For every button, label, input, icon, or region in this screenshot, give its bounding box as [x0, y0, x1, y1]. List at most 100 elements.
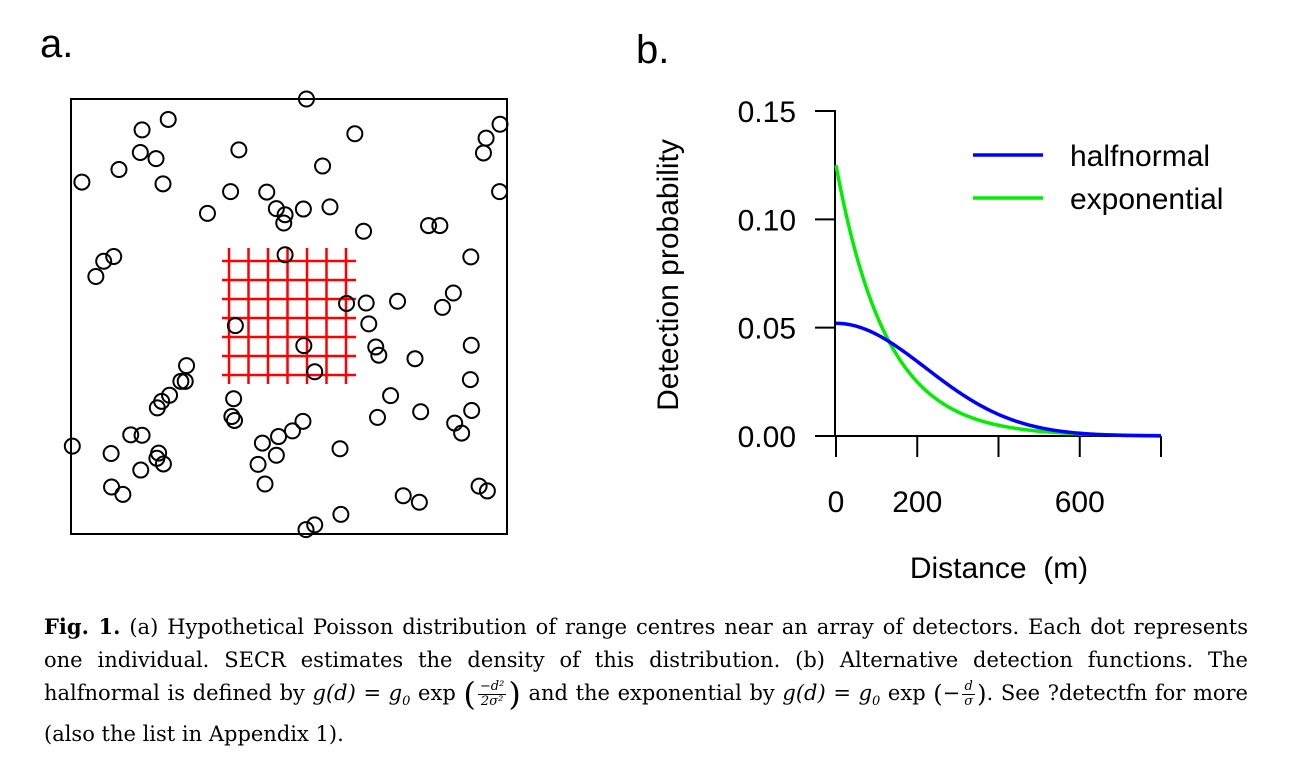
range-centre-point	[355, 222, 373, 240]
range-centre-point	[103, 478, 121, 496]
range-centre-point	[297, 90, 315, 108]
range-centre-point	[410, 493, 428, 511]
range-centre-point	[276, 206, 294, 224]
range-centre-point	[256, 475, 274, 493]
range-centre-point	[270, 428, 288, 446]
range-centre-point	[133, 121, 151, 139]
y-axis: 0.00 0.05 0.10 0.15	[738, 96, 836, 454]
range-centre-point	[172, 372, 190, 390]
caption-text-1: (a) Hypothetical Poisson distribution of…	[44, 615, 1248, 705]
legend: halfnormal exponential	[973, 140, 1223, 216]
range-centre-point	[491, 183, 509, 201]
range-centre-point	[306, 363, 324, 381]
range-centre-point	[110, 160, 128, 178]
panel-a-map	[63, 90, 509, 539]
y-tick-label: 0.00	[738, 421, 796, 454]
range-centre-point	[370, 346, 388, 364]
range-centre-point	[178, 357, 196, 375]
x-tick-label: 0	[828, 486, 845, 519]
range-centre-point	[132, 461, 150, 479]
legend-label-exponential: exponential	[1070, 183, 1223, 216]
range-centre-point	[420, 217, 438, 235]
range-centre-point	[267, 446, 285, 464]
range-centre-point	[154, 175, 172, 193]
x-axis-label: Distance (m)	[910, 552, 1088, 585]
range-centre-point	[360, 315, 378, 333]
legend-label-halfnormal: halfnormal	[1070, 140, 1210, 173]
y-tick-label: 0.05	[738, 313, 796, 346]
range-centre-point	[478, 482, 496, 500]
range-centre-point	[253, 434, 271, 452]
range-centre-point	[306, 516, 324, 534]
caption-text-2: and the exponential by	[520, 681, 783, 705]
range-centre-point	[462, 336, 480, 354]
range-centre-point	[357, 294, 375, 312]
range-centre-point	[105, 247, 123, 265]
range-centre-point	[462, 248, 480, 266]
panel-a-label: a.	[40, 22, 73, 66]
range-centre-point	[159, 110, 177, 128]
range-centre-point	[338, 294, 356, 312]
range-centre-point	[412, 403, 430, 421]
range-centre-point	[446, 414, 464, 432]
range-centre-point	[225, 390, 243, 408]
range-centre-point	[133, 426, 151, 444]
range-centre-point	[463, 401, 481, 419]
range-centre-point	[226, 317, 244, 335]
range-centre-point	[147, 150, 165, 168]
figure: a. b. 0.00 0.05 0.10 0.15 0 200 600 Detection…	[40, 22, 1223, 585]
paren-open-1: (	[463, 675, 476, 713]
paren-close-1: )	[508, 675, 521, 713]
range-centre-point	[491, 115, 509, 133]
range-centre-point	[275, 214, 293, 232]
range-centre-point	[332, 505, 350, 523]
range-centre-point	[176, 372, 194, 390]
paren-open-2: (	[933, 680, 943, 708]
range-centre-point	[367, 338, 385, 356]
range-centre-point	[283, 422, 301, 440]
range-centre-point	[382, 387, 400, 405]
x-axis: 0 200 600	[828, 435, 1162, 519]
range-centre-point	[331, 440, 349, 458]
range-centre-point	[222, 183, 240, 201]
range-centre-point	[461, 371, 479, 389]
caption-math-1: g(d) = g0 exp	[312, 681, 456, 710]
range-centre-point	[444, 284, 462, 302]
range-centre-point	[295, 337, 313, 355]
panel-a-frame	[70, 98, 508, 535]
range-centre-point	[230, 141, 248, 159]
paren-close-2: )	[977, 680, 987, 708]
caption-minus: −	[942, 681, 961, 705]
y-tick-label: 0.10	[738, 204, 796, 237]
x-tick-label: 600	[1055, 486, 1105, 519]
y-axis-label: Detection probability	[652, 139, 685, 411]
range-centre-point	[431, 217, 449, 235]
panel-b-chart: 0.00 0.05 0.10 0.15 0 200 600 Detection proba…	[652, 96, 1223, 585]
range-centre-point	[87, 267, 105, 285]
range-centre-point	[470, 477, 488, 495]
range-centre-point	[433, 298, 451, 316]
range-centre-point	[258, 183, 276, 201]
range-centre-point	[474, 144, 492, 162]
range-centre-point	[321, 198, 339, 216]
range-centre-point	[314, 157, 332, 175]
range-centre-point	[294, 200, 312, 218]
range-centre-point	[477, 129, 495, 147]
caption-math-2: g(d) = g0 exp	[782, 681, 926, 710]
y-tick-label: 0.15	[738, 96, 796, 129]
caption-frac-1: −d² 2σ²	[477, 679, 507, 709]
range-centre-point	[198, 204, 216, 222]
series-lines	[834, 164, 1162, 438]
range-centre-point	[63, 437, 81, 455]
range-centre-point	[294, 412, 312, 430]
range-centre-point	[148, 449, 166, 467]
range-centre-point	[394, 487, 412, 505]
figure-caption: Fig. 1. (a) Hypothetical Poisson distrib…	[44, 610, 1248, 751]
range-centre-point	[276, 246, 294, 264]
range-centre-point	[95, 252, 113, 270]
range-centre-point	[122, 426, 140, 444]
range-centre-point	[267, 200, 285, 218]
series-halfnormal-line	[835, 321, 1162, 438]
range-centre-point	[297, 521, 315, 539]
